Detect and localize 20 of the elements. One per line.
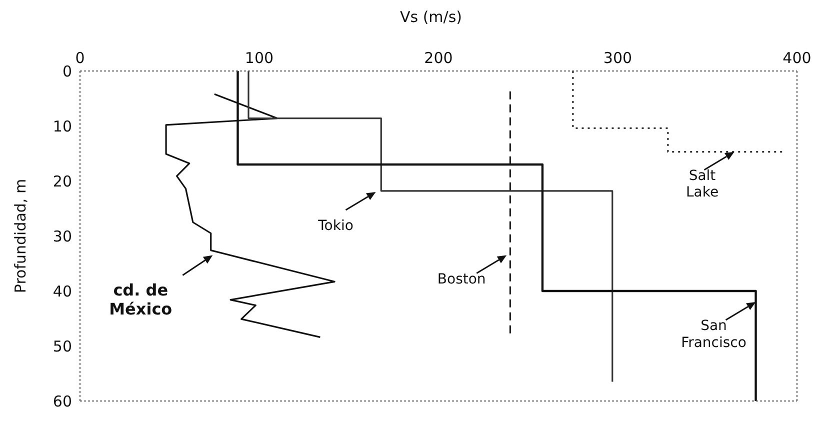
y-axis-title: Profundidad, m	[11, 178, 30, 294]
y-tick-label: 20	[52, 172, 72, 190]
annotation: cd. de México	[109, 280, 172, 318]
y-tick-label: 0	[62, 62, 72, 80]
x-tick-label: 400	[782, 49, 812, 67]
x-tick-label: 300	[603, 49, 632, 67]
x-tick-label: 0	[75, 49, 85, 67]
y-tick-label: 50	[52, 337, 72, 356]
y-tick-label: 40	[52, 282, 72, 300]
annotation: Salt Lake	[686, 168, 719, 201]
y-tick-label: 10	[52, 117, 72, 136]
y-tick-label: 60	[52, 392, 72, 410]
annotation: San Francisco	[681, 318, 746, 351]
annotation: Tokio	[317, 218, 354, 234]
x-tick-label: 100	[244, 49, 274, 67]
y-tick-label: 30	[52, 227, 72, 246]
annotation: Boston	[437, 271, 486, 288]
line-series	[248, 71, 614, 383]
x-axis-title: Vs (m/s)	[398, 8, 464, 26]
x-tick-label: 200	[424, 49, 453, 67]
